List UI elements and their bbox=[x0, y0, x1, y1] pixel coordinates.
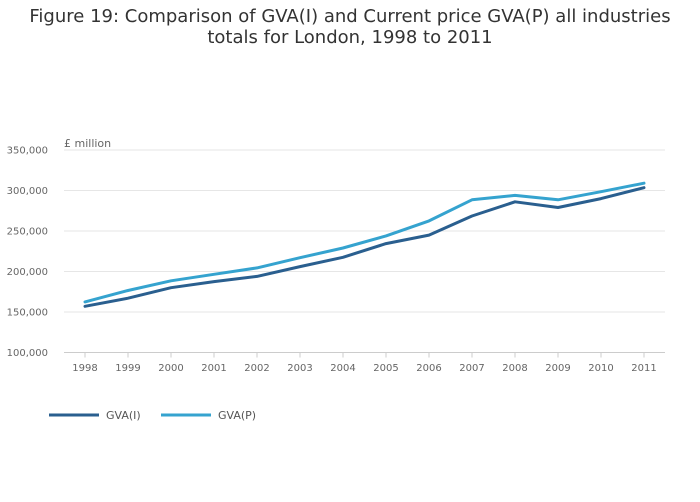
x-axis bbox=[64, 352, 665, 358]
y-tick-label: 100,000 bbox=[7, 348, 48, 359]
legend: GVA(I) GVA(P) bbox=[49, 409, 256, 422]
y-tick-label: 150,000 bbox=[7, 308, 48, 319]
x-tick-label: 2004 bbox=[330, 363, 355, 374]
x-tick-label: 2008 bbox=[502, 363, 527, 374]
legend-item-gva-p[interactable]: GVA(P) bbox=[161, 409, 256, 422]
chart-title: Figure 19: Comparison of GVA(I) and Curr… bbox=[20, 6, 680, 48]
x-tick-label: 1999 bbox=[115, 363, 140, 374]
series-lines bbox=[83, 181, 646, 308]
y-tick-label: 200,000 bbox=[7, 267, 48, 278]
gridlines bbox=[64, 149, 665, 313]
x-tick-label: 2000 bbox=[158, 363, 183, 374]
y-tick-label: 250,000 bbox=[7, 227, 48, 238]
y-axis-tick-labels: 100,000 150,000 200,000 250,000 300,000 350,0… bbox=[7, 146, 48, 360]
x-tick-label: 1998 bbox=[72, 363, 97, 374]
legend-item-gva-i[interactable]: GVA(I) bbox=[49, 409, 141, 422]
series-line-gva-i bbox=[83, 186, 646, 308]
y-axis-unit-label: £ million bbox=[64, 137, 111, 150]
chart-title-line-1: Figure 19: Comparison of GVA(I) and Curr… bbox=[29, 6, 671, 27]
y-tick-label: 350,000 bbox=[7, 146, 48, 157]
series-line-gva-p bbox=[83, 181, 646, 304]
x-tick-label: 2011 bbox=[631, 363, 656, 374]
legend-label: GVA(P) bbox=[218, 409, 256, 422]
y-tick-label: 300,000 bbox=[7, 186, 48, 197]
x-tick-label: 2005 bbox=[373, 363, 398, 374]
x-tick-label: 2001 bbox=[201, 363, 226, 374]
x-tick-label: 2002 bbox=[244, 363, 269, 374]
x-tick-label: 2010 bbox=[588, 363, 613, 374]
legend-label: GVA(I) bbox=[106, 409, 141, 422]
x-tick-label: 2003 bbox=[287, 363, 312, 374]
chart-title-line-2: totals for London, 1998 to 2011 bbox=[207, 27, 493, 48]
x-axis-tick-labels: 1998 1999 2000 2001 2002 2003 2004 2005 2006 2007… bbox=[72, 363, 656, 374]
x-tick-label: 2006 bbox=[416, 363, 441, 374]
x-tick-label: 2009 bbox=[545, 363, 570, 374]
x-tick-label: 2007 bbox=[459, 363, 484, 374]
